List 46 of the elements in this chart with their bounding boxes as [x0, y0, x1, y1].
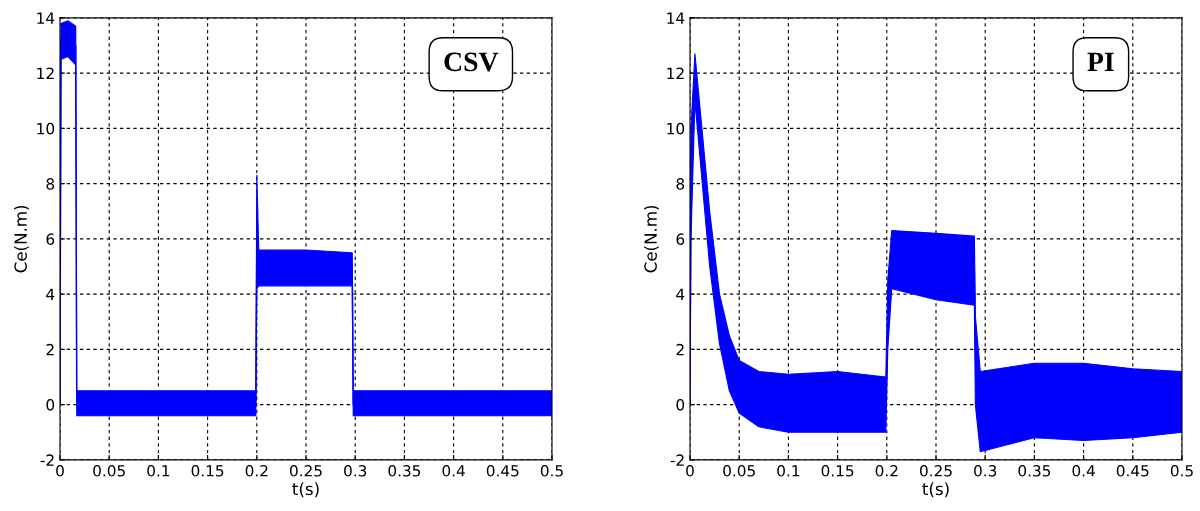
x-axis-title: t(s): [922, 482, 949, 498]
x-tick-label: 0.15: [191, 465, 224, 477]
y-tick-label: 8: [46, 178, 55, 190]
x-tick-label: 0.1: [777, 465, 800, 477]
y-tick-label: 2: [676, 343, 684, 356]
x-tick-label: 0.35: [388, 465, 421, 477]
y-tick-label: 0: [676, 399, 685, 411]
x-tick-label: 0.45: [1116, 465, 1149, 477]
x-tick-label: 0.5: [1170, 465, 1193, 477]
y-tick-label: 14: [37, 12, 55, 24]
y-tick-label: 6: [676, 233, 685, 245]
y-axis-title: Ce(N.m): [644, 205, 659, 273]
x-tick-label: 0.45: [486, 465, 519, 477]
x-tick-label: 0.35: [1018, 465, 1051, 477]
y-tick-label: 4: [46, 288, 55, 300]
x-tick-label: 0.25: [920, 465, 952, 477]
y-tick-label: 14: [667, 12, 685, 24]
x-tick-label: 0: [686, 465, 694, 477]
y-tick-label: 12: [667, 67, 684, 79]
x-tick-label: 0.4: [442, 465, 465, 477]
x-tick-label: 0.2: [245, 465, 268, 477]
y-tick-label: 2: [46, 343, 54, 356]
y-tick-label: 6: [46, 233, 55, 245]
x-tick-label: 0.4: [1072, 465, 1095, 477]
y-tick-label: 8: [676, 178, 685, 190]
x-axis-title: t(s): [292, 482, 319, 498]
x-tick-label: 0.25: [290, 465, 322, 477]
y-tick-label: 10: [37, 122, 55, 135]
y-axis-title: Ce(N.m): [14, 205, 29, 273]
y-tick-label: 0: [46, 399, 55, 411]
x-tick-label: 0.3: [974, 465, 997, 477]
x-tick-label: 0: [56, 465, 64, 477]
x-tick-label: 0.1: [147, 465, 170, 477]
x-tick-label: 0.3: [344, 465, 367, 477]
y-tick-label: 10: [667, 122, 685, 135]
y-tick-label: -2: [40, 454, 54, 466]
annotation: CSV: [444, 52, 499, 72]
y-tick-label: -2: [670, 454, 684, 466]
x-tick-label: 0.15: [821, 465, 854, 477]
x-tick-label: 0.05: [93, 465, 125, 477]
x-tick-label: 0.05: [723, 465, 755, 477]
annotation: PI: [1087, 52, 1114, 71]
x-tick-label: 0.5: [540, 465, 563, 477]
y-tick-label: 12: [37, 67, 54, 79]
y-tick-label: 4: [676, 288, 685, 300]
x-tick-label: 0.2: [875, 465, 898, 477]
